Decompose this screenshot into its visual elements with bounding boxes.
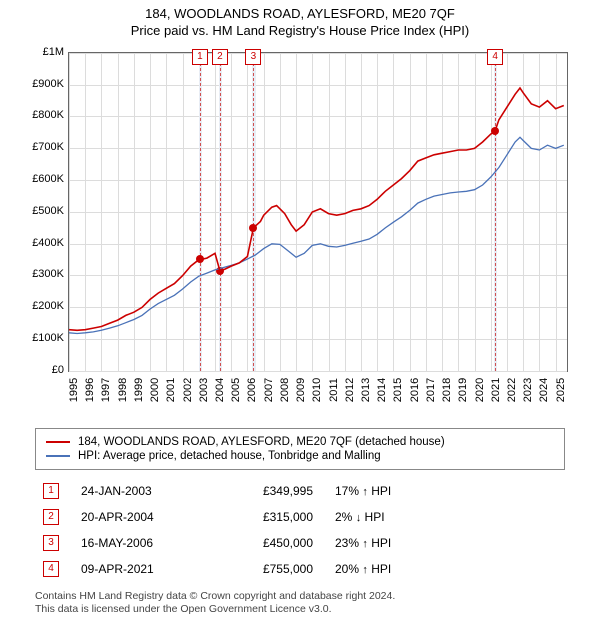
event-row: 1 24-JAN-2003 £349,995 17% ↑ HPI <box>35 478 565 504</box>
y-tick-label: £1M <box>20 46 64 58</box>
event-price: £450,000 <box>213 536 313 550</box>
series-hpi <box>69 137 564 333</box>
x-tick-label: 2002 <box>182 378 194 402</box>
legend-swatch <box>46 441 70 443</box>
event-date: 24-JAN-2003 <box>81 484 191 498</box>
event-row: 2 20-APR-2004 £315,000 2% ↓ HPI <box>35 504 565 530</box>
x-tick-label: 2022 <box>506 378 518 402</box>
series-subject <box>69 88 564 330</box>
x-tick-label: 2011 <box>328 378 340 402</box>
x-tick-label: 2010 <box>311 378 323 402</box>
footer: Contains HM Land Registry data © Crown c… <box>35 590 565 617</box>
event-date: 20-APR-2004 <box>81 510 191 524</box>
y-tick-label: £400K <box>20 237 64 249</box>
y-tick-label: £500K <box>20 205 64 217</box>
gridline-h <box>69 371 567 372</box>
x-tick-label: 2013 <box>360 378 372 402</box>
legend-row: 184, WOODLANDS ROAD, AYLESFORD, ME20 7QF… <box>46 435 554 449</box>
y-tick-label: £900K <box>20 78 64 90</box>
x-tick-label: 2012 <box>344 378 356 402</box>
footer-line: Contains HM Land Registry data © Crown c… <box>35 590 565 604</box>
event-pct: 20% ↑ HPI <box>335 562 455 576</box>
x-tick-label: 2008 <box>279 378 291 402</box>
series-svg <box>69 53 567 371</box>
event-marker: 2 <box>43 509 59 525</box>
event-price: £349,995 <box>213 484 313 498</box>
x-tick-label: 2019 <box>457 378 469 402</box>
x-tick-label: 2000 <box>149 378 161 402</box>
x-tick-label: 1998 <box>117 378 129 402</box>
x-tick-label: 2023 <box>522 378 534 402</box>
x-tick-label: 2017 <box>425 378 437 402</box>
x-tick-label: 2001 <box>165 378 177 402</box>
x-tick-label: 2003 <box>198 378 210 402</box>
y-tick-label: £700K <box>20 141 64 153</box>
event-price: £755,000 <box>213 562 313 576</box>
event-marker: 1 <box>43 483 59 499</box>
event-row: 4 09-APR-2021 £755,000 20% ↑ HPI <box>35 556 565 582</box>
event-pct: 2% ↓ HPI <box>335 510 455 524</box>
x-tick-label: 2025 <box>555 378 567 402</box>
footer-line: This data is licensed under the Open Gov… <box>35 603 565 617</box>
legend-label: 184, WOODLANDS ROAD, AYLESFORD, ME20 7QF… <box>78 436 445 448</box>
legend: 184, WOODLANDS ROAD, AYLESFORD, ME20 7QF… <box>35 428 565 470</box>
x-tick-label: 2009 <box>295 378 307 402</box>
x-tick-label: 2020 <box>474 378 486 402</box>
page-subtitle: Price paid vs. HM Land Registry's House … <box>0 23 600 40</box>
y-tick-label: £100K <box>20 332 64 344</box>
chart: 1234 £0 £100K £200K £300K £400K £500K £600K £70… <box>20 44 580 424</box>
event-date: 16-MAY-2006 <box>81 536 191 550</box>
x-tick-label: 2021 <box>490 378 502 402</box>
x-tick-label: 2024 <box>538 378 550 402</box>
plot-area: 1234 <box>68 52 568 372</box>
x-tick-label: 1995 <box>68 378 80 402</box>
event-row: 3 16-MAY-2006 £450,000 23% ↑ HPI <box>35 530 565 556</box>
event-marker: 3 <box>43 535 59 551</box>
x-tick-label: 1999 <box>133 378 145 402</box>
x-tick-label: 2004 <box>214 378 226 402</box>
legend-row: HPI: Average price, detached house, Tonb… <box>46 449 554 463</box>
y-tick-label: £200K <box>20 300 64 312</box>
x-tick-label: 2015 <box>392 378 404 402</box>
x-tick-label: 2014 <box>376 378 388 402</box>
x-tick-label: 2005 <box>230 378 242 402</box>
x-tick-label: 1996 <box>84 378 96 402</box>
event-pct: 17% ↑ HPI <box>335 484 455 498</box>
legend-swatch <box>46 455 70 457</box>
x-tick-label: 2016 <box>409 378 421 402</box>
y-tick-label: £600K <box>20 173 64 185</box>
x-tick-label: 1997 <box>100 378 112 402</box>
y-tick-label: £800K <box>20 109 64 121</box>
events-table: 1 24-JAN-2003 £349,995 17% ↑ HPI 2 20-APR-200… <box>35 478 565 582</box>
event-pct: 23% ↑ HPI <box>335 536 455 550</box>
event-price: £315,000 <box>213 510 313 524</box>
y-tick-label: £300K <box>20 268 64 280</box>
page-title: 184, WOODLANDS ROAD, AYLESFORD, ME20 7QF <box>0 6 600 23</box>
legend-label: HPI: Average price, detached house, Tonb… <box>78 450 381 462</box>
y-tick-label: £0 <box>20 364 64 376</box>
event-date: 09-APR-2021 <box>81 562 191 576</box>
x-tick-label: 2007 <box>263 378 275 402</box>
event-marker: 4 <box>43 561 59 577</box>
x-tick-label: 2006 <box>246 378 258 402</box>
x-tick-label: 2018 <box>441 378 453 402</box>
